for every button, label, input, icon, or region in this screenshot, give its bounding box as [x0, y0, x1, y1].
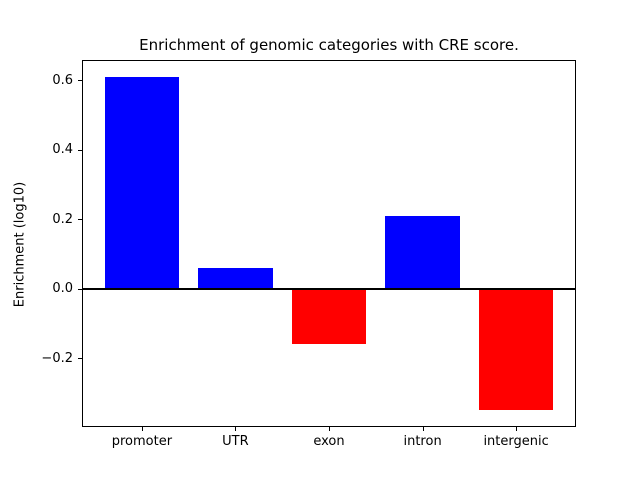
bar-intron: [385, 215, 460, 289]
y-tick-mark: [78, 358, 82, 360]
x-tick-mark: [516, 427, 518, 431]
y-tick-label: −0.2: [41, 350, 73, 366]
bar-UTR: [198, 267, 273, 289]
y-tick-label: 0.2: [52, 211, 73, 227]
x-tick-label-exon: exon: [313, 434, 345, 449]
x-tick-mark: [235, 427, 237, 431]
chart-title: Enrichment of genomic categories with CR…: [139, 36, 519, 54]
x-tick-label-UTR: UTR: [222, 434, 249, 449]
y-tick-mark: [78, 219, 82, 221]
x-tick-mark: [422, 427, 424, 431]
y-axis-label: Enrichment (log10): [12, 181, 28, 308]
x-tick-mark: [329, 427, 330, 431]
zero-line: [82, 287, 576, 290]
y-tick-label: 0.4: [52, 142, 73, 158]
x-tick-mark: [141, 427, 143, 431]
y-tick-mark: [78, 149, 82, 151]
bar-promoter: [104, 76, 180, 289]
y-tick-label: 0.0: [52, 281, 73, 297]
bar-exon: [291, 288, 367, 345]
y-tick-label: 0.6: [52, 72, 73, 88]
x-tick-label-intergenic: intergenic: [483, 434, 549, 449]
bar-intergenic: [478, 288, 554, 411]
y-tick-mark: [78, 80, 82, 82]
y-tick-mark: [78, 288, 82, 290]
x-tick-label-intron: intron: [403, 434, 442, 449]
x-tick-label-promoter: promoter: [111, 434, 173, 449]
